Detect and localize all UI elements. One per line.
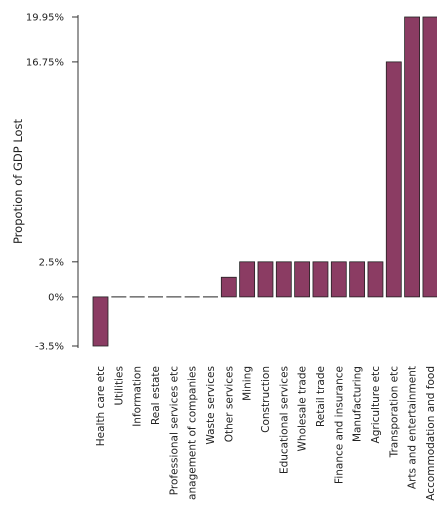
x-tick-label: Finance and insurance [333, 366, 345, 484]
bar [294, 261, 311, 298]
x-tick-label: Educational services [278, 366, 290, 474]
x-tick-label: Other services [223, 366, 235, 442]
y-tick-label: -3.5% [35, 342, 64, 353]
bar [92, 296, 109, 347]
x-tick-label: Waste services [205, 366, 217, 445]
y-tick-label: 19.95% [26, 13, 64, 24]
bar [422, 16, 437, 298]
bar [349, 261, 366, 298]
x-tick-label: Retail trade [315, 366, 327, 427]
x-tick-label: Information [132, 366, 144, 427]
x-tick-label: Professional services etc [168, 366, 180, 495]
y-tick-label: 2.5% [39, 257, 64, 268]
bar [257, 261, 274, 298]
bar [239, 261, 256, 298]
bar [220, 276, 237, 298]
bar [330, 261, 347, 298]
x-tick-label: Wholesale trade [297, 366, 309, 451]
bar [312, 261, 329, 298]
x-tick-label: Real estate [150, 366, 162, 425]
x-tick-label: Utilities [113, 366, 125, 406]
y-axis: -3.5% 0% 2.5% 16.75% 19.95% [26, 13, 79, 353]
y-tick-label: 0% [48, 292, 64, 303]
x-tick-label: Mining [242, 366, 254, 401]
bar [367, 261, 384, 298]
x-tick-label: anagement of companies [187, 366, 199, 500]
bar [385, 61, 402, 298]
y-axis-title: Propotion of GDP Lost [11, 118, 25, 244]
y-tick-label: 16.75% [26, 57, 64, 68]
x-tick-label: Construction [260, 366, 272, 433]
x-tick-label: Accommodation and food [425, 366, 437, 501]
x-tick-label: Manufacturing [352, 366, 364, 442]
bar [404, 16, 421, 298]
x-tick-label: Agriculture etc [370, 366, 382, 444]
x-axis-labels: Health care etc Utilities Information Real … [95, 366, 437, 501]
x-tick-label: Transporation etc [388, 366, 400, 459]
x-tick-label: Arts and entertainment [407, 366, 419, 489]
x-tick-label: Health care etc [95, 366, 107, 446]
bars [92, 16, 437, 347]
bar [275, 261, 292, 298]
